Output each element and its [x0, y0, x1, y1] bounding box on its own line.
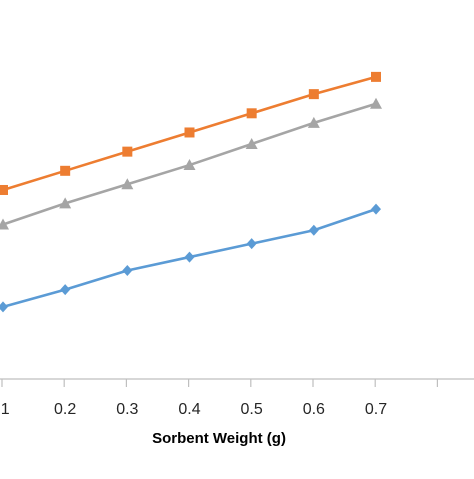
x-axis: [0, 378, 474, 387]
series-triangle: [0, 97, 382, 230]
x-tick-label: 0.6: [303, 401, 325, 418]
x-tick-label: .1: [0, 401, 10, 418]
data-point-triangle: [245, 137, 258, 149]
x-axis-title: Sorbent Weight (g): [152, 430, 286, 447]
data-point-triangle: [370, 97, 382, 109]
data-point-triangle: [121, 178, 134, 190]
data-point-diamond: [60, 284, 71, 296]
series-square: [0, 71, 381, 195]
data-point-diamond: [122, 264, 133, 276]
data-point-square: [0, 184, 8, 195]
data-point-square: [184, 127, 195, 138]
x-tick-label: 0.4: [178, 401, 200, 418]
data-point-triangle: [307, 116, 320, 128]
series-group: [0, 71, 382, 313]
data-point-square: [371, 71, 381, 82]
data-point-diamond: [0, 301, 8, 313]
data-point-square: [122, 146, 133, 157]
series-diamond: [0, 203, 381, 313]
data-point-square: [308, 89, 319, 100]
data-point-diamond: [184, 251, 195, 263]
x-tick-label: 0.7: [365, 401, 387, 418]
data-point-triangle: [183, 159, 196, 171]
data-point-diamond: [371, 203, 381, 215]
data-point-triangle: [59, 197, 72, 209]
x-tick-label: 0.5: [241, 401, 263, 418]
axis-labels: .1 0.2 0.3 0.4 0.5 0.6 0.7: [0, 401, 387, 418]
data-point-diamond: [308, 224, 319, 236]
data-point-square: [246, 108, 257, 119]
data-point-square: [60, 165, 71, 176]
data-point-diamond: [246, 238, 257, 250]
x-tick-label: 0.3: [116, 401, 138, 418]
x-tick-label: 0.2: [54, 401, 76, 418]
data-point-triangle: [0, 218, 9, 230]
